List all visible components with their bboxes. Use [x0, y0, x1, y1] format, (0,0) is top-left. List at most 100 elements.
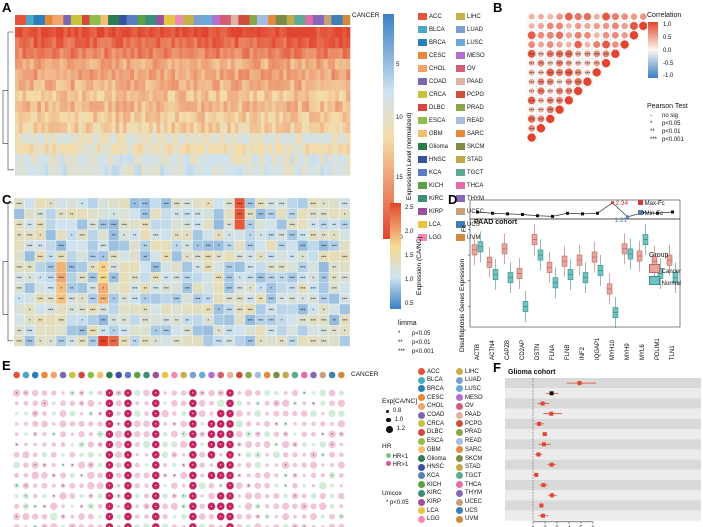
- c-sig-mark: *: [218, 307, 220, 312]
- heat-cell: [342, 69, 347, 81]
- legend-swatch: [456, 234, 465, 241]
- e-bubble: [98, 411, 103, 416]
- corr-circle: [565, 59, 573, 67]
- heat-cell: [279, 58, 284, 70]
- c-heat-cell: [171, 282, 183, 294]
- c-sig-mark: ***: [153, 276, 159, 281]
- heat-cell: [41, 133, 46, 144]
- legend-text: CRCA: [429, 91, 447, 98]
- fc-point: [671, 210, 674, 214]
- heat-cell: [264, 48, 269, 60]
- heat-cell: [346, 48, 351, 60]
- heat-cell: [18, 122, 23, 134]
- e-bubble: [189, 512, 197, 521]
- heat-cell: [268, 111, 273, 123]
- legend-swatch: [456, 221, 465, 228]
- c-sig-mark: ***: [122, 223, 128, 228]
- heat-cell: [249, 111, 254, 123]
- heat-cell: [283, 27, 288, 38]
- heat-cell: [93, 154, 98, 166]
- heat-cell: [338, 58, 343, 70]
- heat-cell: [301, 37, 306, 49]
- heat-cell: [297, 90, 302, 102]
- c-sig-mark: ***: [300, 265, 306, 270]
- heat-cell: [59, 27, 64, 38]
- heat-cell: [253, 48, 258, 60]
- heat-cell: [219, 58, 224, 70]
- heat-cell: [260, 48, 265, 60]
- heat-cell: [137, 164, 142, 176]
- e-bubble: [13, 513, 21, 521]
- heat-cell: [22, 164, 27, 176]
- legend-text: UVM: [467, 234, 481, 241]
- heat-cell: [279, 122, 284, 134]
- heat-cell: [55, 69, 60, 81]
- heat-cell: [223, 48, 228, 60]
- heat-cell: [283, 164, 288, 176]
- heat-cell: [160, 154, 165, 166]
- e-bubble: [244, 492, 253, 500]
- e-bubble: [14, 401, 19, 406]
- heat-cell: [70, 164, 75, 176]
- min-fc-legend: Min-Fc: [638, 210, 663, 217]
- corr-sig: ***: [538, 61, 544, 66]
- panel-d-label: D: [448, 192, 458, 207]
- forest-point: [534, 472, 539, 477]
- cancer-annot-cell: [108, 15, 113, 25]
- e-bubble: [281, 461, 290, 469]
- c-heat-cell: [202, 282, 214, 294]
- e-sig-mark: *: [192, 504, 194, 509]
- heat-cell: [193, 143, 198, 155]
- legend-swatch: [418, 498, 425, 506]
- min-fc-label: 1.21: [615, 217, 628, 224]
- heat-cell: [55, 133, 60, 144]
- corr-circle: [574, 31, 582, 39]
- heat-cell: [197, 111, 202, 123]
- heat-cell: [312, 133, 317, 144]
- heat-cell: [346, 80, 351, 91]
- heat-cell: [320, 80, 325, 91]
- c-sig-mark: ***: [300, 286, 306, 291]
- heat-cell: [130, 101, 135, 113]
- heat-cell: [152, 37, 157, 49]
- legend-text: ESCA: [429, 117, 446, 124]
- e-bubble: [59, 420, 67, 428]
- heat-cell: [294, 122, 299, 134]
- heat-cell: [338, 37, 343, 49]
- e-bubble: [226, 440, 234, 449]
- e-bubble: [338, 523, 345, 527]
- heat-cell: [137, 133, 142, 144]
- cancer-annot-cell: [130, 15, 135, 25]
- corr-circle: [555, 31, 564, 39]
- heat-cell: [182, 154, 187, 166]
- heat-cell: [111, 164, 116, 176]
- e-bubble: [116, 421, 121, 427]
- heat-cell: [115, 133, 120, 144]
- heat-cell: [342, 101, 347, 113]
- heat-cell: [193, 111, 198, 123]
- e-cancer-dot: [282, 371, 289, 379]
- heat-cell: [156, 111, 161, 123]
- e-sig-mark: *: [229, 422, 231, 427]
- c-sig-mark: ***: [17, 223, 23, 228]
- c-tick-1: 2.5: [405, 205, 414, 211]
- corr-circle: [593, 50, 601, 58]
- heat-cell: [201, 90, 206, 102]
- heat-cell: [96, 101, 101, 113]
- c-heat-cell: [129, 250, 141, 262]
- heat-cell: [134, 37, 139, 49]
- heat-cell: [305, 164, 310, 176]
- heat-cell: [182, 133, 187, 144]
- heat-cell: [230, 133, 235, 144]
- heat-cell: [115, 69, 120, 81]
- heat-cell: [152, 27, 157, 38]
- heat-cell: [305, 27, 310, 38]
- heat-cell: [48, 133, 53, 144]
- e-sig-mark: *: [211, 504, 213, 509]
- c-heat-cell: [129, 219, 141, 230]
- forest-row-bg: [505, 490, 701, 501]
- e-bubble: [338, 390, 344, 396]
- heat-cell: [15, 164, 20, 176]
- heat-cell: [100, 111, 105, 123]
- corr-circle: [537, 22, 545, 30]
